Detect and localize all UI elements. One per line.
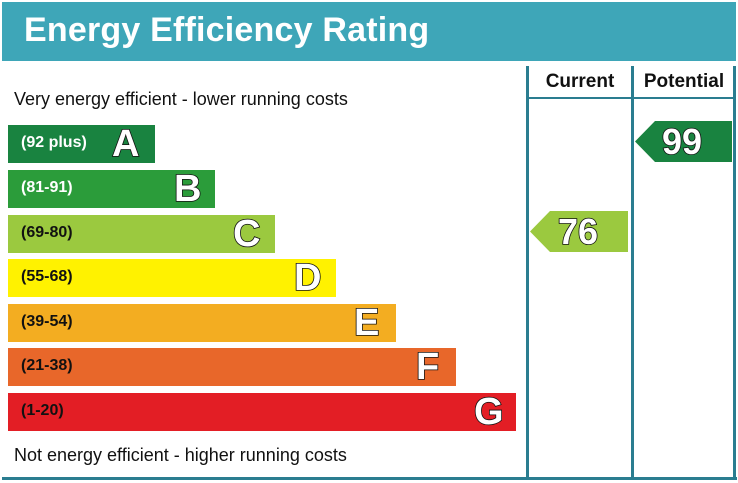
divider-potential-left bbox=[631, 66, 634, 479]
band-b-letter: B bbox=[173, 167, 202, 211]
band-g: (1-20) G bbox=[8, 390, 516, 434]
caption-inefficient: Not energy efficient - higher running co… bbox=[14, 445, 347, 465]
band-g-letter: G bbox=[473, 390, 504, 434]
header-row-divider bbox=[527, 97, 735, 99]
band-a-range: (92 plus) bbox=[21, 134, 87, 151]
arrow-left-icon bbox=[635, 121, 732, 162]
chart-title: Energy Efficiency Rating bbox=[24, 11, 430, 49]
band-f-range: (21-38) bbox=[21, 357, 73, 374]
band-g-range: (1-20) bbox=[21, 402, 64, 419]
band-f: (21-38) F bbox=[8, 345, 456, 389]
potential-rating-arrow: 99 bbox=[635, 120, 732, 163]
column-header-potential: Potential bbox=[643, 71, 725, 92]
band-c-range: (69-80) bbox=[21, 224, 73, 241]
divider-right-edge bbox=[733, 66, 736, 479]
current-rating-value: 76 bbox=[557, 210, 599, 253]
band-c-letter: C bbox=[232, 212, 261, 256]
arrow-left-icon bbox=[530, 211, 628, 252]
band-a: (92 plus) A bbox=[8, 122, 155, 166]
band-f-letter: F bbox=[415, 345, 440, 389]
band-b: (81-91) B bbox=[8, 167, 215, 211]
potential-rating-value: 99 bbox=[661, 120, 703, 163]
frame-bottom bbox=[2, 477, 737, 480]
column-header-current: Current bbox=[545, 71, 615, 92]
band-d: (55-68) D bbox=[8, 256, 336, 300]
current-rating-arrow: 76 bbox=[530, 210, 628, 253]
band-a-letter: A bbox=[111, 122, 140, 166]
band-d-range: (55-68) bbox=[21, 268, 73, 285]
band-d-letter: D bbox=[293, 256, 322, 300]
band-b-range: (81-91) bbox=[21, 179, 73, 196]
divider-current-left bbox=[526, 66, 529, 479]
band-e-range: (39-54) bbox=[21, 313, 73, 330]
band-e: (39-54) E bbox=[8, 301, 396, 345]
band-e-letter: E bbox=[353, 301, 380, 345]
title-bar: Energy Efficiency Rating bbox=[2, 2, 736, 61]
band-c: (69-80) C bbox=[8, 212, 275, 256]
caption-efficient: Very energy efficient - lower running co… bbox=[14, 89, 348, 109]
